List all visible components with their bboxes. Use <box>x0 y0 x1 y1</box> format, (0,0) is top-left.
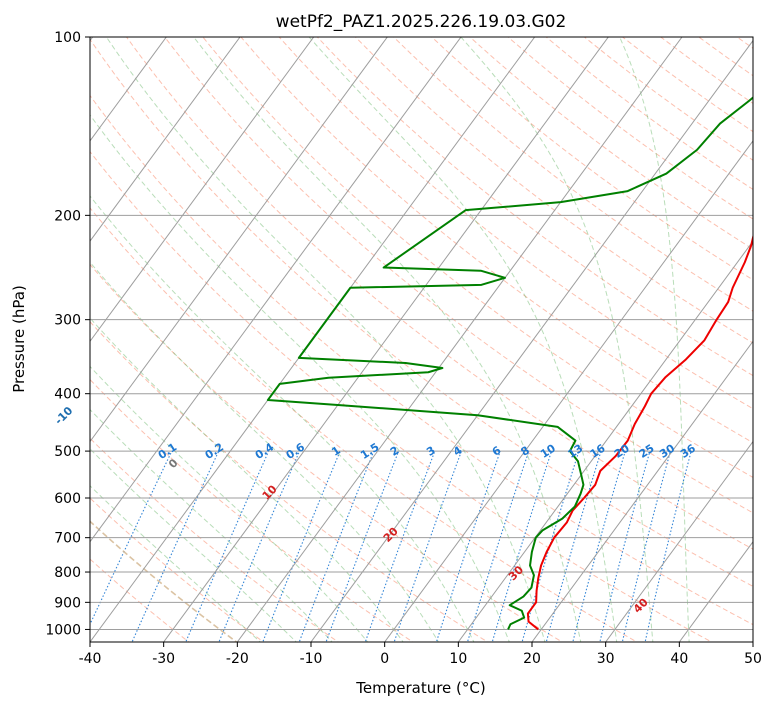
mixing-ratio-line <box>644 450 692 642</box>
y-tick-label: 600 <box>54 491 81 507</box>
mixing-ratio-line <box>90 450 173 626</box>
temperature-line <box>526 233 753 631</box>
mixing-ratio-line <box>393 450 462 642</box>
dry-adiabat <box>126 37 753 550</box>
dry-adiabat <box>202 37 753 478</box>
x-tick-label: 40 <box>670 651 688 667</box>
dry-adiabat <box>240 37 753 444</box>
isotherm-line <box>605 440 753 642</box>
moist-adiabat <box>90 365 369 642</box>
isotherm-line <box>310 39 753 642</box>
mixing-ratio-line <box>621 450 671 642</box>
mixing-ratio-line <box>572 450 626 642</box>
x-tick-label: -20 <box>226 651 249 667</box>
isotherm-line <box>531 340 753 642</box>
isotherm-line <box>90 37 241 242</box>
y-axis-title: Pressure (hPa) <box>10 285 28 393</box>
chart-title: wetPf2_PAZ1.2025.226.19.03.G02 <box>276 12 567 32</box>
y-tick-label: 500 <box>54 444 81 460</box>
isotherm-line <box>163 37 609 642</box>
dewpoint-line <box>266 96 753 630</box>
profile-lines <box>266 96 753 631</box>
dry-adiabat <box>393 37 753 312</box>
isotherm-line <box>384 140 753 642</box>
moist-adiabat <box>90 485 261 642</box>
isotherm-line <box>90 37 462 543</box>
y-tick-label: 900 <box>54 595 81 611</box>
y-tick-label: 800 <box>54 565 81 581</box>
x-tick-label: 30 <box>597 651 615 667</box>
mixing-ratio-line <box>599 450 651 642</box>
y-tick-label: 100 <box>54 30 81 46</box>
moist-adiabat <box>90 261 440 642</box>
x-tick-label: 0 <box>380 651 389 667</box>
moist-adiabat <box>90 114 510 642</box>
mixing-ratio-line <box>325 450 400 642</box>
plot-frame <box>89 36 754 643</box>
mixing-ratio-line <box>298 450 375 642</box>
x-tick-label: 20 <box>523 651 541 667</box>
x-axis-title: Temperature (°C) <box>355 679 485 697</box>
y-tick-label: 1000 <box>45 622 81 638</box>
mixing-ratio-line <box>218 450 301 642</box>
dry-adiabat <box>90 38 753 587</box>
mixing-ratio-line <box>491 450 553 642</box>
mixing-ratio-line <box>185 450 270 642</box>
dry-adiabat <box>316 37 753 377</box>
background-lines <box>90 37 753 642</box>
x-tick-label: 10 <box>449 651 467 667</box>
mixing-ratio-line <box>364 450 436 642</box>
moist-adiabat <box>90 408 333 642</box>
isotherm-line <box>236 37 683 642</box>
mixing-ratio-line <box>435 450 501 642</box>
y-tick-label: 300 <box>54 313 81 329</box>
x-tick-label: -40 <box>79 651 102 667</box>
isotherm-line <box>678 540 753 642</box>
dry-adiabat <box>355 37 753 344</box>
axes: -40 -30 -20 -10 0 10 20 30 40 50 100 200 300 400 500 60… <box>45 30 762 667</box>
y-tick-label: 700 <box>54 531 81 547</box>
mixing-ratio-line <box>131 450 220 642</box>
moist-adiabat <box>90 317 404 642</box>
isotherm-line <box>90 37 388 443</box>
y-tick-label: 200 <box>54 208 81 224</box>
x-tick-label: -30 <box>152 651 175 667</box>
isotherm-line <box>90 37 315 343</box>
x-tick-label: -10 <box>300 651 323 667</box>
isotherm-line <box>90 37 167 142</box>
x-tick-label: 50 <box>744 651 762 667</box>
y-tick-label: 400 <box>54 387 81 403</box>
isotherm-line <box>457 240 753 642</box>
